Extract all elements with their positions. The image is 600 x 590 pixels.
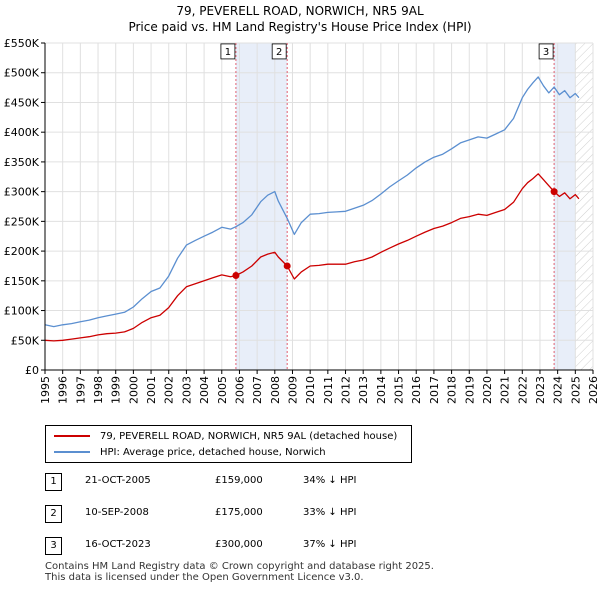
x-tick-label: 2025 — [569, 376, 582, 404]
shaded-range — [554, 43, 576, 370]
x-tick-label: 2004 — [198, 376, 211, 404]
sale-label-box: 1 — [220, 43, 236, 60]
sale-label-frame — [220, 43, 236, 60]
transaction-date: 16-OCT-2023 — [85, 539, 151, 550]
x-tick-label: 2013 — [357, 376, 370, 404]
transaction-date: 10-SEP-2008 — [85, 507, 149, 518]
sale-label-box: 2 — [271, 43, 287, 60]
transaction-hpi-diff: 33% ↓ HPI — [303, 507, 357, 518]
legend-label-hpi: HPI: Average price, detached house, Norw… — [100, 446, 326, 458]
x-tick-label: 2019 — [463, 376, 476, 404]
legend-label-property: 79, PEVERELL ROAD, NORWICH, NR5 9AL (det… — [100, 430, 398, 442]
footer-copyright: Contains HM Land Registry data © Crown c… — [45, 561, 434, 572]
plot-area — [45, 43, 593, 370]
x-tick-label: 2023 — [534, 376, 547, 404]
table-row: 2 10-SEP-2008 £175,000 33% ↓ HPI — [45, 505, 585, 523]
y-tick-label: £200K — [4, 245, 40, 258]
sale-point — [283, 262, 291, 270]
hpi-line — [44, 76, 580, 328]
x-tick-label: 2024 — [552, 376, 565, 404]
x-tick-label: 1998 — [92, 376, 105, 404]
legend: 79, PEVERELL ROAD, NORWICH, NR5 9AL (det… — [45, 425, 412, 463]
x-tick-label: 2021 — [499, 376, 512, 404]
transaction-hpi-diff: 34% ↓ HPI — [303, 475, 357, 486]
x-tick-label: 2011 — [322, 376, 335, 404]
x-tick-label: 2003 — [180, 376, 193, 404]
x-tick-label: 2001 — [145, 376, 158, 404]
sale-label-box: 3 — [538, 43, 554, 60]
x-tick-label: 1995 — [39, 376, 52, 404]
sale-label-frame — [538, 43, 554, 60]
x-tick-label: 2008 — [269, 376, 282, 404]
x-tick-label: 2000 — [127, 376, 140, 404]
sale-point — [550, 188, 558, 196]
y-tick-label: £350K — [4, 156, 40, 169]
x-tick-label: 1997 — [74, 376, 87, 404]
x-tick-label: 2012 — [340, 376, 353, 404]
x-tick-label: 2018 — [446, 376, 459, 404]
y-tick-label: £50K — [11, 334, 40, 347]
transaction-number: 1 — [45, 473, 62, 491]
footer-licence: This data is licensed under the Open Gov… — [45, 572, 364, 583]
sale-label-text: 2 — [276, 47, 282, 58]
x-tick-label: 2016 — [410, 376, 423, 404]
transaction-price: £159,000 — [215, 475, 263, 486]
y-tick-label: £100K — [4, 305, 40, 318]
chart-subtitle: Price paid vs. HM Land Registry's House … — [128, 20, 472, 34]
y-tick-label: £150K — [4, 275, 40, 288]
transaction-number: 3 — [45, 537, 62, 555]
x-tick-label: 2002 — [163, 376, 176, 404]
table-row: 1 21-OCT-2005 £159,000 34% ↓ HPI — [45, 473, 585, 491]
y-tick-label: £400K — [4, 126, 40, 139]
transaction-hpi-diff: 37% ↓ HPI — [303, 539, 357, 550]
x-tick-label: 2022 — [516, 376, 529, 404]
sale-point — [232, 271, 240, 279]
transaction-price: £175,000 — [215, 507, 263, 518]
x-tick-label: 1999 — [110, 376, 123, 404]
x-tick-label: 1996 — [57, 376, 70, 404]
price-chart: 1 2 3 £0 £50K £100K £150K £200K £250K £300K £350K £… — [4, 37, 600, 404]
sale-label-text: 1 — [225, 47, 231, 58]
x-tick-label: 2009 — [286, 376, 299, 404]
x-tick-label: 2020 — [481, 376, 494, 404]
shaded-range — [235, 43, 288, 370]
y-tick-label: £500K — [4, 67, 40, 80]
chart-title: 79, PEVERELL ROAD, NORWICH, NR5 9AL — [176, 4, 424, 18]
y-tick-label: £300K — [4, 186, 40, 199]
transaction-date: 21-OCT-2005 — [85, 475, 151, 486]
y-tick-label: £0 — [25, 364, 39, 377]
x-tick-label: 2026 — [587, 376, 600, 404]
table-row: 3 16-OCT-2023 £300,000 37% ↓ HPI — [45, 537, 585, 555]
transaction-number: 2 — [45, 505, 62, 523]
sale-label-frame — [271, 43, 287, 60]
legend-item-property: 79, PEVERELL ROAD, NORWICH, NR5 9AL (det… — [54, 429, 397, 443]
x-tick-label: 2015 — [393, 376, 406, 404]
future-hatch — [575, 43, 593, 370]
y-tick-label: £550K — [4, 37, 40, 50]
x-tick-label: 2017 — [428, 376, 441, 404]
legend-swatch-hpi — [54, 451, 90, 453]
transaction-price: £300,000 — [215, 539, 263, 550]
x-tick-label: 2014 — [375, 376, 388, 404]
x-tick-label: 2010 — [304, 376, 317, 404]
property-price-line — [44, 173, 580, 342]
footer: Contains HM Land Registry data © Crown c… — [45, 561, 434, 583]
sale-label-text: 3 — [543, 47, 549, 58]
legend-swatch-property — [54, 435, 90, 437]
x-tick-label: 2006 — [233, 376, 246, 404]
legend-item-hpi: HPI: Average price, detached house, Norw… — [54, 445, 326, 459]
y-tick-label: £450K — [4, 96, 40, 109]
x-tick-label: 2007 — [251, 376, 264, 404]
x-tick-label: 2005 — [216, 376, 229, 404]
y-tick-label: £250K — [4, 215, 40, 228]
